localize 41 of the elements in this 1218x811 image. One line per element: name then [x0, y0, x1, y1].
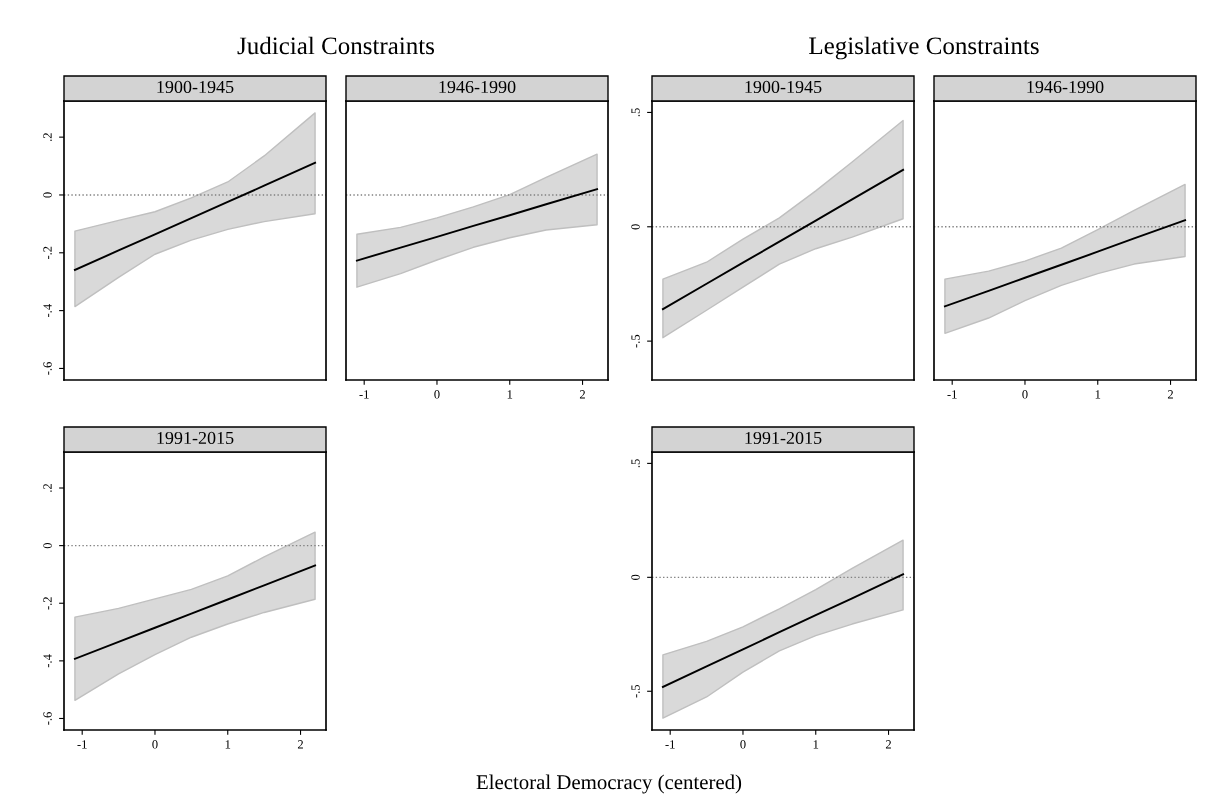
x-tick-label: -1	[665, 740, 675, 749]
y-tick-label: -.6	[43, 712, 52, 725]
text: Judicial Constraints	[237, 36, 435, 55]
x-tick-label: 0	[740, 740, 746, 749]
y-tick-label: -.5	[631, 334, 640, 348]
x-tick-label: 1	[813, 740, 819, 749]
chart-title: 1946-1990	[439, 80, 516, 94]
x-tick-label: 0	[434, 390, 440, 399]
y-tick-label: -.2	[43, 246, 52, 260]
y-tick-label: .2	[43, 133, 52, 141]
x-tick-label: -1	[77, 740, 87, 749]
chart-title: 1991-2015	[157, 431, 234, 445]
y-tick-label: -.5	[631, 684, 640, 698]
x-tick-label: 2	[579, 390, 585, 399]
y-tick-label: -.4	[43, 304, 52, 317]
y-tick-label: .5	[631, 108, 640, 117]
y-tick-label: .5	[631, 459, 640, 468]
x-tick-label: 0	[152, 740, 158, 749]
x-tick-label: -1	[359, 390, 369, 399]
x-tick-label: 1	[225, 740, 231, 749]
y-tick-label: 0	[43, 192, 52, 198]
chart-title: 1900-1945	[157, 80, 234, 94]
x-tick-label: 2	[297, 740, 303, 749]
y-tick-label: .2	[43, 484, 52, 492]
y-tick-label: -.6	[43, 362, 52, 375]
x-tick-label: 2	[1167, 390, 1173, 399]
text: Legislative Constraints	[809, 36, 1039, 60]
chart-title: 1946-1990	[1027, 80, 1104, 94]
x-tick-label: 2	[885, 740, 891, 749]
x-tick-label: 1	[507, 390, 513, 399]
chart-title: 1991-2015	[745, 431, 822, 445]
x-tick-label: 0	[1022, 390, 1028, 399]
y-tick-label: 0	[43, 542, 52, 549]
y-tick-label: -.2	[43, 597, 52, 610]
chart-title: 1900-1945	[745, 80, 822, 94]
y-tick-label: 0	[631, 224, 640, 230]
x-tick-label: -1	[947, 390, 957, 399]
x-tick-label: 1	[1095, 390, 1101, 399]
y-tick-label: 0	[631, 574, 640, 580]
x-axis-title: Electoral Democracy (centered)	[476, 774, 742, 794]
y-tick-label: -.4	[43, 654, 52, 668]
